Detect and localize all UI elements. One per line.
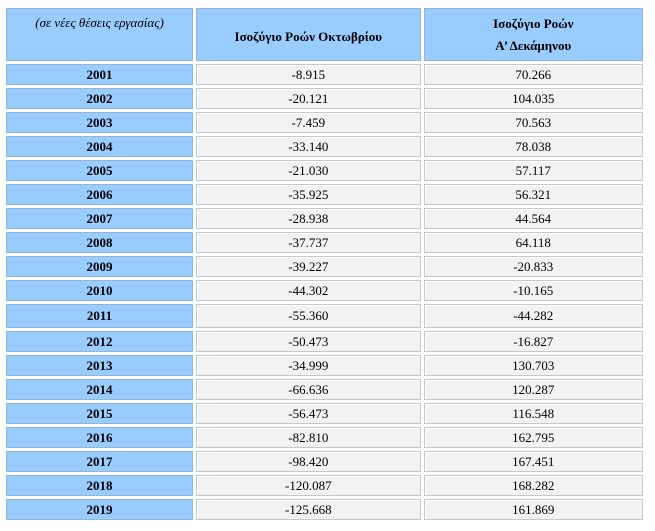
october-value-cell: -82.810 (196, 427, 421, 448)
year-cell: 2014 (6, 379, 194, 400)
decade-value-cell: 104.035 (423, 88, 643, 109)
table-row: 2011 -55.360 -44.282 (6, 304, 643, 328)
october-value-cell: -21.030 (196, 160, 421, 181)
year-cell: 2013 (6, 355, 194, 376)
table-row: 2010 -44.302 -10.165 (6, 280, 643, 301)
year-cell: 2003 (6, 112, 194, 133)
decade-value-cell: -20.833 (423, 256, 643, 277)
table-row: 2019 -125.668 161.869 (6, 499, 643, 520)
decade-value-cell: -44.282 (423, 304, 643, 328)
year-cell: 2017 (6, 451, 194, 472)
october-value-cell: -56.473 (196, 403, 421, 424)
decade-value-cell: 120.287 (423, 379, 643, 400)
decade-value-cell: 57.117 (423, 160, 643, 181)
year-cell: 2009 (6, 256, 194, 277)
year-cell: 2010 (6, 280, 194, 301)
table-row: 2004 -33.140 78.038 (6, 136, 643, 157)
october-value-cell: -55.360 (196, 304, 421, 328)
october-value-cell: -33.140 (196, 136, 421, 157)
october-value-cell: -39.227 (196, 256, 421, 277)
decade-value-cell: 130.703 (423, 355, 643, 376)
decade-value-cell: 78.038 (423, 136, 643, 157)
year-cell: 2018 (6, 475, 194, 496)
decade-value-cell: 167.451 (423, 451, 643, 472)
october-balance-header: Ισοζύγιο Ροών Οκτωβρίου (196, 8, 421, 61)
unit-note-header: (σε νέες θέσεις εργασίας) (6, 8, 194, 61)
decade-balance-header: Ισοζύγιο Ροών Α’ Δεκάμηνου (423, 8, 643, 61)
year-cell: 2011 (6, 304, 194, 328)
october-value-cell: -44.302 (196, 280, 421, 301)
decade-header-line1: Ισοζύγιο Ροών (493, 15, 574, 31)
october-value-cell: -125.668 (196, 499, 421, 520)
table-row: 2005 -21.030 57.117 (6, 160, 643, 181)
table-row: 2013 -34.999 130.703 (6, 355, 643, 376)
year-cell: 2001 (6, 64, 194, 85)
year-cell: 2008 (6, 232, 194, 253)
october-value-cell: -37.737 (196, 232, 421, 253)
year-cell: 2004 (6, 136, 194, 157)
decade-value-cell: 116.548 (423, 403, 643, 424)
table-row: 2008 -37.737 64.118 (6, 232, 643, 253)
table-row: 2001 -8.915 70.266 (6, 64, 643, 85)
table-row: 2007 -28.938 44.564 (6, 208, 643, 229)
decade-value-cell: 64.118 (423, 232, 643, 253)
october-value-cell: -120.087 (196, 475, 421, 496)
decade-value-cell: 44.564 (423, 208, 643, 229)
october-value-cell: -28.938 (196, 208, 421, 229)
year-cell: 2006 (6, 184, 194, 205)
decade-value-cell: 168.282 (423, 475, 643, 496)
decade-header-line2: Α’ Δεκάμηνου (495, 37, 572, 53)
table-row: 2015 -56.473 116.548 (6, 403, 643, 424)
decade-value-cell: -16.827 (423, 331, 643, 352)
table-row: 2018 -120.087 168.282 (6, 475, 643, 496)
year-cell: 2019 (6, 499, 194, 520)
table-row: 2006 -35.925 56.321 (6, 184, 643, 205)
decade-value-cell: 70.563 (423, 112, 643, 133)
october-value-cell: -7.459 (196, 112, 421, 133)
table-row: 2016 -82.810 162.795 (6, 427, 643, 448)
decade-value-cell: 56.321 (423, 184, 643, 205)
october-value-cell: -66.636 (196, 379, 421, 400)
october-value-cell: -20.121 (196, 88, 421, 109)
table-row: 2017 -98.420 167.451 (6, 451, 643, 472)
decade-value-cell: -10.165 (423, 280, 643, 301)
october-value-cell: -50.473 (196, 331, 421, 352)
year-cell: 2005 (6, 160, 194, 181)
table-row: 2012 -50.473 -16.827 (6, 331, 643, 352)
decade-value-cell: 162.795 (423, 427, 643, 448)
flows-balance-table: (σε νέες θέσεις εργασίας) Ισοζύγιο Ροών … (3, 5, 646, 523)
october-value-cell: -34.999 (196, 355, 421, 376)
year-cell: 2007 (6, 208, 194, 229)
decade-value-cell: 161.869 (423, 499, 643, 520)
table-row: 2003 -7.459 70.563 (6, 112, 643, 133)
year-cell: 2016 (6, 427, 194, 448)
table-row: 2014 -66.636 120.287 (6, 379, 643, 400)
october-value-cell: -8.915 (196, 64, 421, 85)
october-value-cell: -98.420 (196, 451, 421, 472)
table-row: 2002 -20.121 104.035 (6, 88, 643, 109)
year-cell: 2002 (6, 88, 194, 109)
october-value-cell: -35.925 (196, 184, 421, 205)
year-cell: 2015 (6, 403, 194, 424)
table-row: 2009 -39.227 -20.833 (6, 256, 643, 277)
year-cell: 2012 (6, 331, 194, 352)
header-row: (σε νέες θέσεις εργασίας) Ισοζύγιο Ροών … (6, 8, 643, 61)
decade-value-cell: 70.266 (423, 64, 643, 85)
